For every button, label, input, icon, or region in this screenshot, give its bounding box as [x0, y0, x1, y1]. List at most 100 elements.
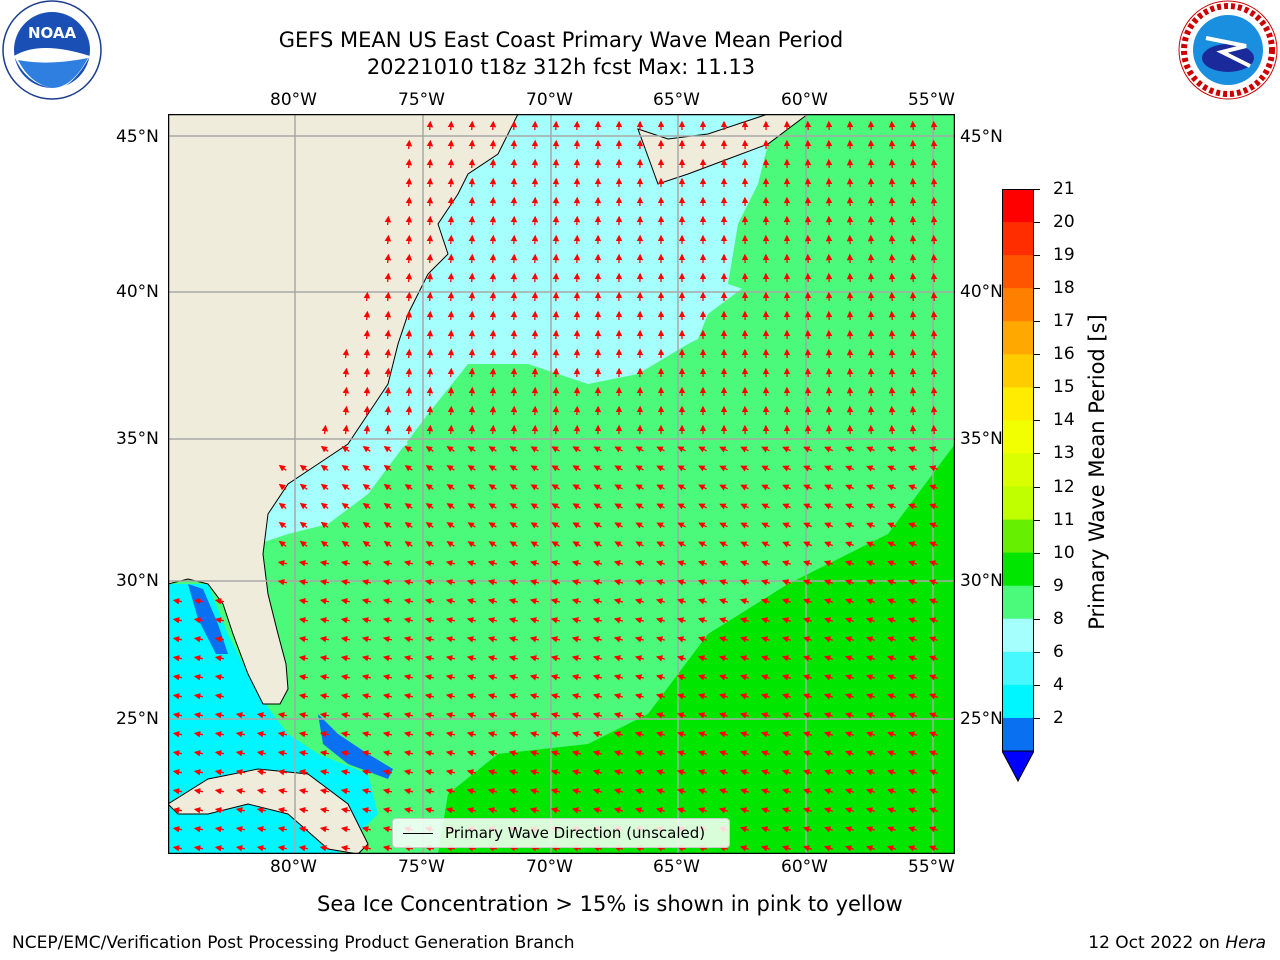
wave-arrow — [298, 655, 309, 662]
wave-arrow — [656, 484, 665, 491]
wave-arrow — [384, 424, 392, 435]
wave-arrow — [445, 674, 456, 681]
wave-arrow — [634, 693, 644, 700]
wave-arrow — [802, 712, 812, 719]
wave-arrow — [907, 845, 918, 852]
wave-arrow — [363, 329, 371, 340]
wave-arrow — [256, 807, 267, 814]
wave-arrow — [802, 750, 812, 757]
wave-arrow — [698, 446, 707, 453]
wave-arrow — [361, 579, 372, 586]
wave-arrow — [384, 310, 392, 321]
wave-arrow — [698, 465, 707, 472]
colorbar-segment — [1002, 222, 1034, 256]
wave-arrow — [844, 617, 855, 624]
wave-arrow — [886, 731, 897, 738]
wave-arrow — [298, 712, 309, 719]
wave-arrow — [781, 598, 791, 605]
wave-arrow — [930, 253, 938, 264]
wave-arrow — [802, 845, 812, 852]
wave-arrow — [466, 579, 477, 586]
colorbar-tick-mark — [1034, 321, 1040, 323]
wave-arrow — [508, 617, 519, 624]
wave-arrow — [508, 731, 519, 738]
wave-arrow — [781, 750, 791, 757]
wave-arrow — [468, 158, 476, 169]
wave-arrow — [930, 291, 938, 302]
wave-arrow — [655, 560, 665, 567]
wave-arrow — [193, 655, 204, 662]
wave-arrow — [823, 750, 834, 757]
footer-credit: NCEP/EMC/Verification Post Processing Pr… — [12, 933, 575, 953]
wave-arrow — [572, 541, 581, 548]
wave-arrow — [886, 750, 897, 757]
wave-arrow — [299, 464, 308, 472]
wave-arrow — [468, 386, 476, 397]
wave-arrow — [802, 693, 812, 700]
wave-arrow — [382, 560, 393, 567]
lon-label-bottom: 60°W — [781, 857, 828, 877]
wave-arrow — [888, 386, 896, 397]
wave-arrow — [844, 712, 855, 719]
wave-arrow — [277, 845, 288, 852]
lon-label-top: 80°W — [270, 90, 317, 110]
wave-arrow — [426, 215, 434, 226]
wave-arrow — [383, 521, 392, 529]
wave-arrow — [489, 348, 497, 359]
wave-arrow — [404, 522, 413, 529]
wave-arrow — [426, 367, 434, 378]
wave-arrow — [803, 503, 812, 510]
wave-arrow — [698, 503, 707, 510]
wave-arrow — [909, 291, 917, 302]
wave-arrow — [403, 617, 414, 624]
wave-arrow — [508, 579, 519, 586]
colorbar-tick-mark — [1034, 486, 1040, 488]
wave-arrow — [235, 826, 246, 833]
wave-arrow — [613, 769, 624, 776]
wave-arrow — [489, 196, 497, 207]
wave-arrow — [928, 674, 939, 681]
colorbar-tick-label: 21 — [1053, 179, 1075, 199]
wave-arrow — [823, 655, 834, 662]
wave-arrow — [571, 617, 582, 624]
wave-arrow — [781, 655, 791, 662]
wave-arrow — [823, 674, 834, 681]
wave-arrow — [508, 636, 519, 643]
wave-arrow — [445, 560, 456, 567]
wave-arrow — [468, 215, 476, 226]
wave-arrow — [363, 291, 371, 302]
wave-arrow — [487, 579, 498, 586]
wave-arrow — [572, 503, 581, 510]
wave-arrow — [382, 617, 393, 624]
wave-arrow — [676, 674, 686, 681]
colorbar-segment — [1002, 255, 1034, 289]
wave-arrow — [655, 712, 665, 719]
wave-arrow — [886, 560, 897, 567]
wave-arrow — [424, 712, 435, 719]
wave-arrow — [571, 807, 582, 814]
wave-arrow — [888, 158, 896, 169]
wave-arrow — [886, 655, 897, 662]
wave-arrow — [426, 348, 434, 359]
wave-arrow — [468, 177, 476, 188]
wave-arrow — [424, 674, 435, 681]
wave-arrow — [865, 598, 876, 605]
wave-arrow — [172, 693, 183, 700]
wave-arrow — [887, 484, 896, 491]
wave-arrow — [384, 329, 392, 340]
wave-arrow — [529, 788, 540, 795]
footer-date: 12 Oct 2022 on Hera — [1088, 932, 1266, 954]
wave-arrow — [760, 769, 770, 776]
wave-arrow — [635, 446, 644, 453]
wave-arrow — [468, 329, 476, 340]
wave-arrow — [909, 367, 917, 378]
wave-arrow — [445, 750, 456, 757]
wave-arrow — [676, 788, 686, 795]
wave-arrow — [760, 560, 770, 567]
wave-arrow — [887, 465, 896, 472]
wave-arrow — [403, 807, 414, 814]
wave-arrow — [424, 636, 435, 643]
wave-arrow — [319, 826, 330, 833]
wave-arrow — [278, 464, 287, 472]
colorbar-segment — [1002, 288, 1034, 322]
